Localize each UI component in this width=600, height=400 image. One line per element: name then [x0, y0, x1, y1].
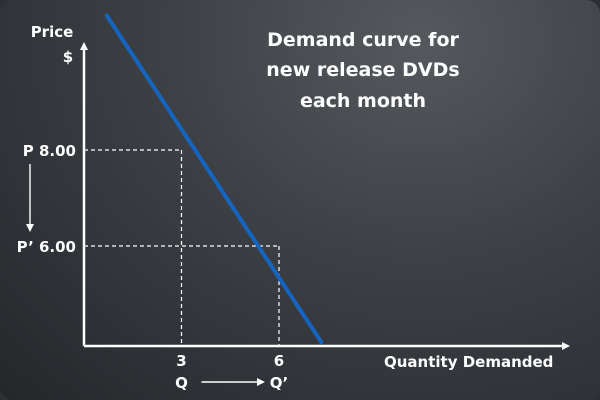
y-tick-label-p: P 8.00 — [23, 142, 76, 160]
chart-title-line-1: Demand curve for — [267, 29, 459, 51]
y-tick-label-p-prime: P’ 6.00 — [17, 238, 76, 256]
x-tick-label-3: 3 — [176, 352, 186, 370]
x-name-q: Q — [175, 374, 188, 392]
chart-title-line-3: each month — [300, 90, 426, 112]
y-axis-unit: $ — [63, 48, 73, 66]
chart-title-line-2: new release DVDs — [266, 59, 459, 81]
demand-curve — [104, 13, 324, 344]
x-name-q-prime: Q’ — [270, 374, 288, 392]
x-tick-label-6: 6 — [274, 352, 284, 370]
x-axis-label: Quantity Demanded — [384, 353, 553, 371]
y-axis-label: Price — [31, 23, 74, 41]
